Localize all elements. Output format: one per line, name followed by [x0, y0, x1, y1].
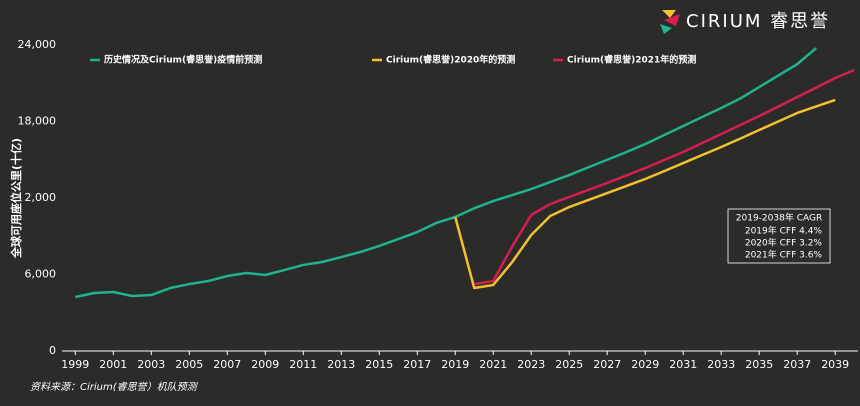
x-tick-label: 2023	[517, 358, 545, 371]
x-tick-label: 2029	[631, 358, 659, 371]
logo-icon	[660, 10, 680, 34]
x-tick-label: 2035	[745, 358, 773, 371]
y-tick-label: 2,000	[25, 191, 57, 204]
legend-label: Cirium(睿思誉)2020年的预测	[386, 54, 515, 66]
x-tick-label: 2011	[289, 358, 317, 371]
annotation-line: 2021年 CFF 3.6%	[745, 249, 823, 261]
source-note: 资料来源：Cirium(睿思誉）机队预测	[30, 381, 199, 393]
annotation-line: 2020年 CFF 3.2%	[745, 237, 823, 249]
series-line	[454, 98, 836, 290]
annotation-title: 2019-2038年 CAGR	[736, 212, 822, 224]
x-tick-label: 2027	[593, 358, 621, 371]
x-tick-label: 2037	[783, 358, 811, 371]
series-line	[474, 68, 855, 286]
legend-label: Cirium(睿思誉)2021年的预测	[567, 54, 696, 66]
x-tick-label: 2017	[403, 358, 431, 371]
x-tick-label: 2039	[821, 358, 849, 371]
annotation-line: 2019年 CFF 4.4%	[745, 225, 823, 237]
x-tick-label: 2009	[251, 358, 279, 371]
x-tick-label: 2019	[441, 358, 469, 371]
x-tick-label: 1999	[61, 358, 89, 371]
x-tick-label: 2007	[213, 358, 241, 371]
y-tick-label: 18,000	[18, 115, 57, 128]
x-tick-label: 2021	[479, 358, 507, 371]
y-tick-label: 0	[49, 344, 56, 357]
x-tick-label: 2013	[327, 358, 355, 371]
series-line	[75, 47, 818, 299]
x-tick-label: 2025	[555, 358, 583, 371]
x-tick-label: 2031	[669, 358, 697, 371]
x-tick-label: 2005	[175, 358, 203, 371]
annotation-box	[727, 208, 831, 264]
legend-label: 历史情况及Cirium(睿思誉)疫情前预测	[104, 54, 262, 66]
x-tick-label: 2003	[137, 358, 165, 371]
x-tick-label: 2015	[365, 358, 393, 371]
y-axis-label: 全球可用座位公里(十亿)	[9, 138, 23, 259]
x-tick-label: 2001	[99, 358, 127, 371]
y-tick-label: 24,000	[18, 38, 57, 51]
y-tick-label: 6,000	[25, 268, 57, 281]
x-tick-label: 2033	[707, 358, 735, 371]
logo: CIRIUM 睿思誉	[686, 11, 830, 32]
